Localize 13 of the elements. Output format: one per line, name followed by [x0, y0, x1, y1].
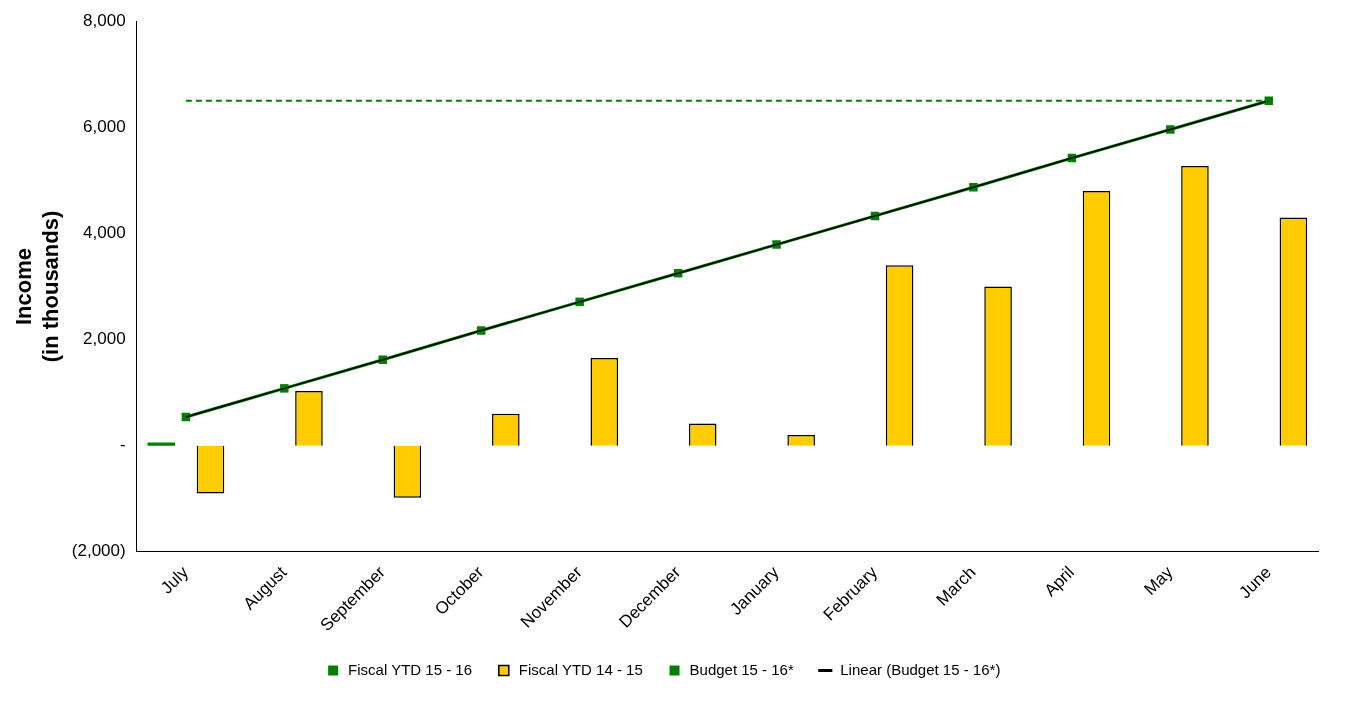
- legend-label: Fiscal YTD 15 - 16: [348, 660, 473, 678]
- legend-label: Budget 15 - 16*: [689, 660, 794, 678]
- y-axis-title: Income (in thousands): [11, 210, 63, 363]
- y-tick-label: 6,000: [83, 117, 126, 136]
- y-tick-label: (2,000): [71, 541, 126, 561]
- y-tick-label: 2,000: [83, 329, 126, 349]
- legend-label: Linear (Budget 15 - 16*): [840, 660, 1001, 678]
- y-tick-label: 4,000: [83, 223, 126, 243]
- legend-label: Fiscal YTD 14 - 15: [518, 660, 643, 678]
- y-tick-label: 8,000: [83, 10, 126, 30]
- x-tick-label: July: [157, 562, 193, 598]
- y-tick-label: -: [119, 435, 126, 455]
- x-tick-label: May: [1140, 562, 1177, 599]
